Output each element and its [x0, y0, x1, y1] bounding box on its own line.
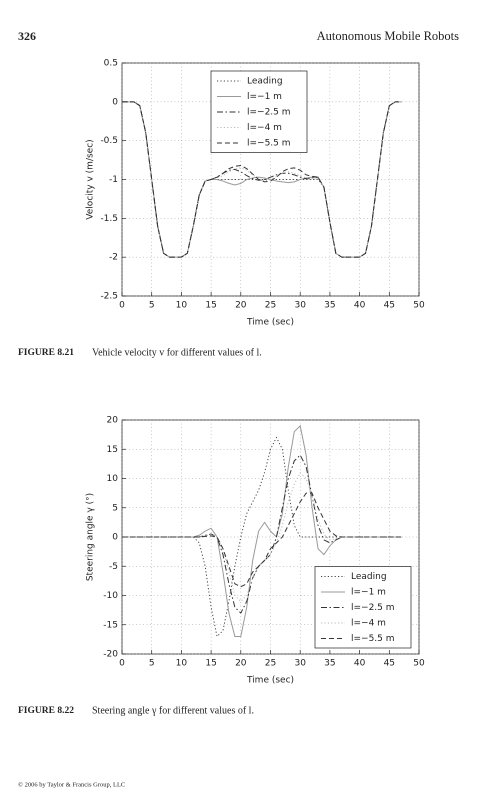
x-tick-label: 10: [176, 301, 188, 311]
x-axis-label: Time (sec): [246, 318, 294, 328]
series-line: [122, 492, 402, 588]
legend-label: Leading: [351, 572, 387, 582]
caption-text: Steering angle γ for different values of…: [92, 705, 254, 716]
x-tick-label: 45: [384, 301, 395, 311]
x-tick-label: 20: [235, 301, 247, 311]
y-tick-label: 20: [107, 416, 119, 426]
y-tick-label: 15: [107, 445, 118, 455]
x-tick-label: 40: [354, 301, 366, 311]
legend-label: l=−1 m: [351, 588, 386, 598]
series-line: [122, 101, 402, 258]
x-tick-label: 45: [384, 659, 395, 669]
x-tick-label: 40: [354, 659, 366, 669]
caption-text: Vehicle velocity v for different values …: [92, 347, 262, 358]
running-title: Autonomous Mobile Robots: [317, 29, 460, 43]
x-tick-label: 0: [119, 659, 125, 669]
y-tick-label: -2: [109, 253, 118, 263]
y-axis-label: Steering angle γ (°): [86, 493, 96, 581]
x-tick-label: 35: [324, 659, 335, 669]
x-tick-label: 25: [265, 659, 276, 669]
legend-label: l=−5.5 m: [247, 139, 291, 149]
caption-label: FIGURE 8.22: [18, 706, 74, 716]
y-tick-label: -2.5: [100, 292, 118, 302]
y-tick-label: -20: [103, 650, 118, 660]
y-tick-label: 5: [112, 503, 118, 513]
legend-label: l=−2.5 m: [351, 603, 395, 613]
y-tick-label: 10: [107, 474, 119, 484]
caption-label: FIGURE 8.21: [18, 348, 74, 358]
x-tick-label: 35: [324, 301, 335, 311]
x-tick-label: 50: [413, 301, 425, 311]
y-tick-label: 0.5: [104, 59, 118, 69]
y-tick-label: 0: [112, 97, 118, 107]
y-tick-label: -0.5: [100, 136, 118, 146]
y-tick-label: -15: [103, 620, 118, 630]
legend-label: l=−5.5 m: [351, 634, 395, 644]
x-tick-label: 5: [149, 659, 155, 669]
series-line: [122, 454, 402, 614]
x-tick-label: 30: [294, 301, 306, 311]
legend-label: l=−4 m: [247, 123, 282, 133]
legend-label: l=−1 m: [247, 92, 282, 102]
legend-label: Leading: [247, 77, 283, 87]
x-tick-label: 20: [235, 659, 247, 669]
copyright: © 2006 by Taylor & Francis Group, LLC: [18, 781, 125, 788]
page-number: 326: [18, 29, 36, 43]
x-tick-label: 50: [413, 659, 425, 669]
y-tick-label: -10: [103, 591, 118, 601]
y-tick-label: -1.5: [100, 214, 118, 224]
y-tick-label: -1: [109, 175, 118, 185]
x-tick-label: 5: [149, 301, 155, 311]
y-tick-label: 0: [112, 533, 118, 543]
x-tick-label: 0: [119, 301, 125, 311]
y-axis-label: Velocity v (m/sec): [86, 139, 96, 219]
x-tick-label: 15: [205, 659, 216, 669]
x-tick-label: 15: [205, 301, 216, 311]
legend-label: l=−4 m: [351, 619, 386, 629]
x-tick-label: 10: [176, 659, 188, 669]
x-axis-label: Time (sec): [246, 676, 294, 686]
x-tick-label: 30: [294, 659, 306, 669]
legend-label: l=−2.5 m: [247, 108, 291, 118]
y-tick-label: -5: [109, 562, 118, 572]
x-tick-label: 25: [265, 301, 276, 311]
